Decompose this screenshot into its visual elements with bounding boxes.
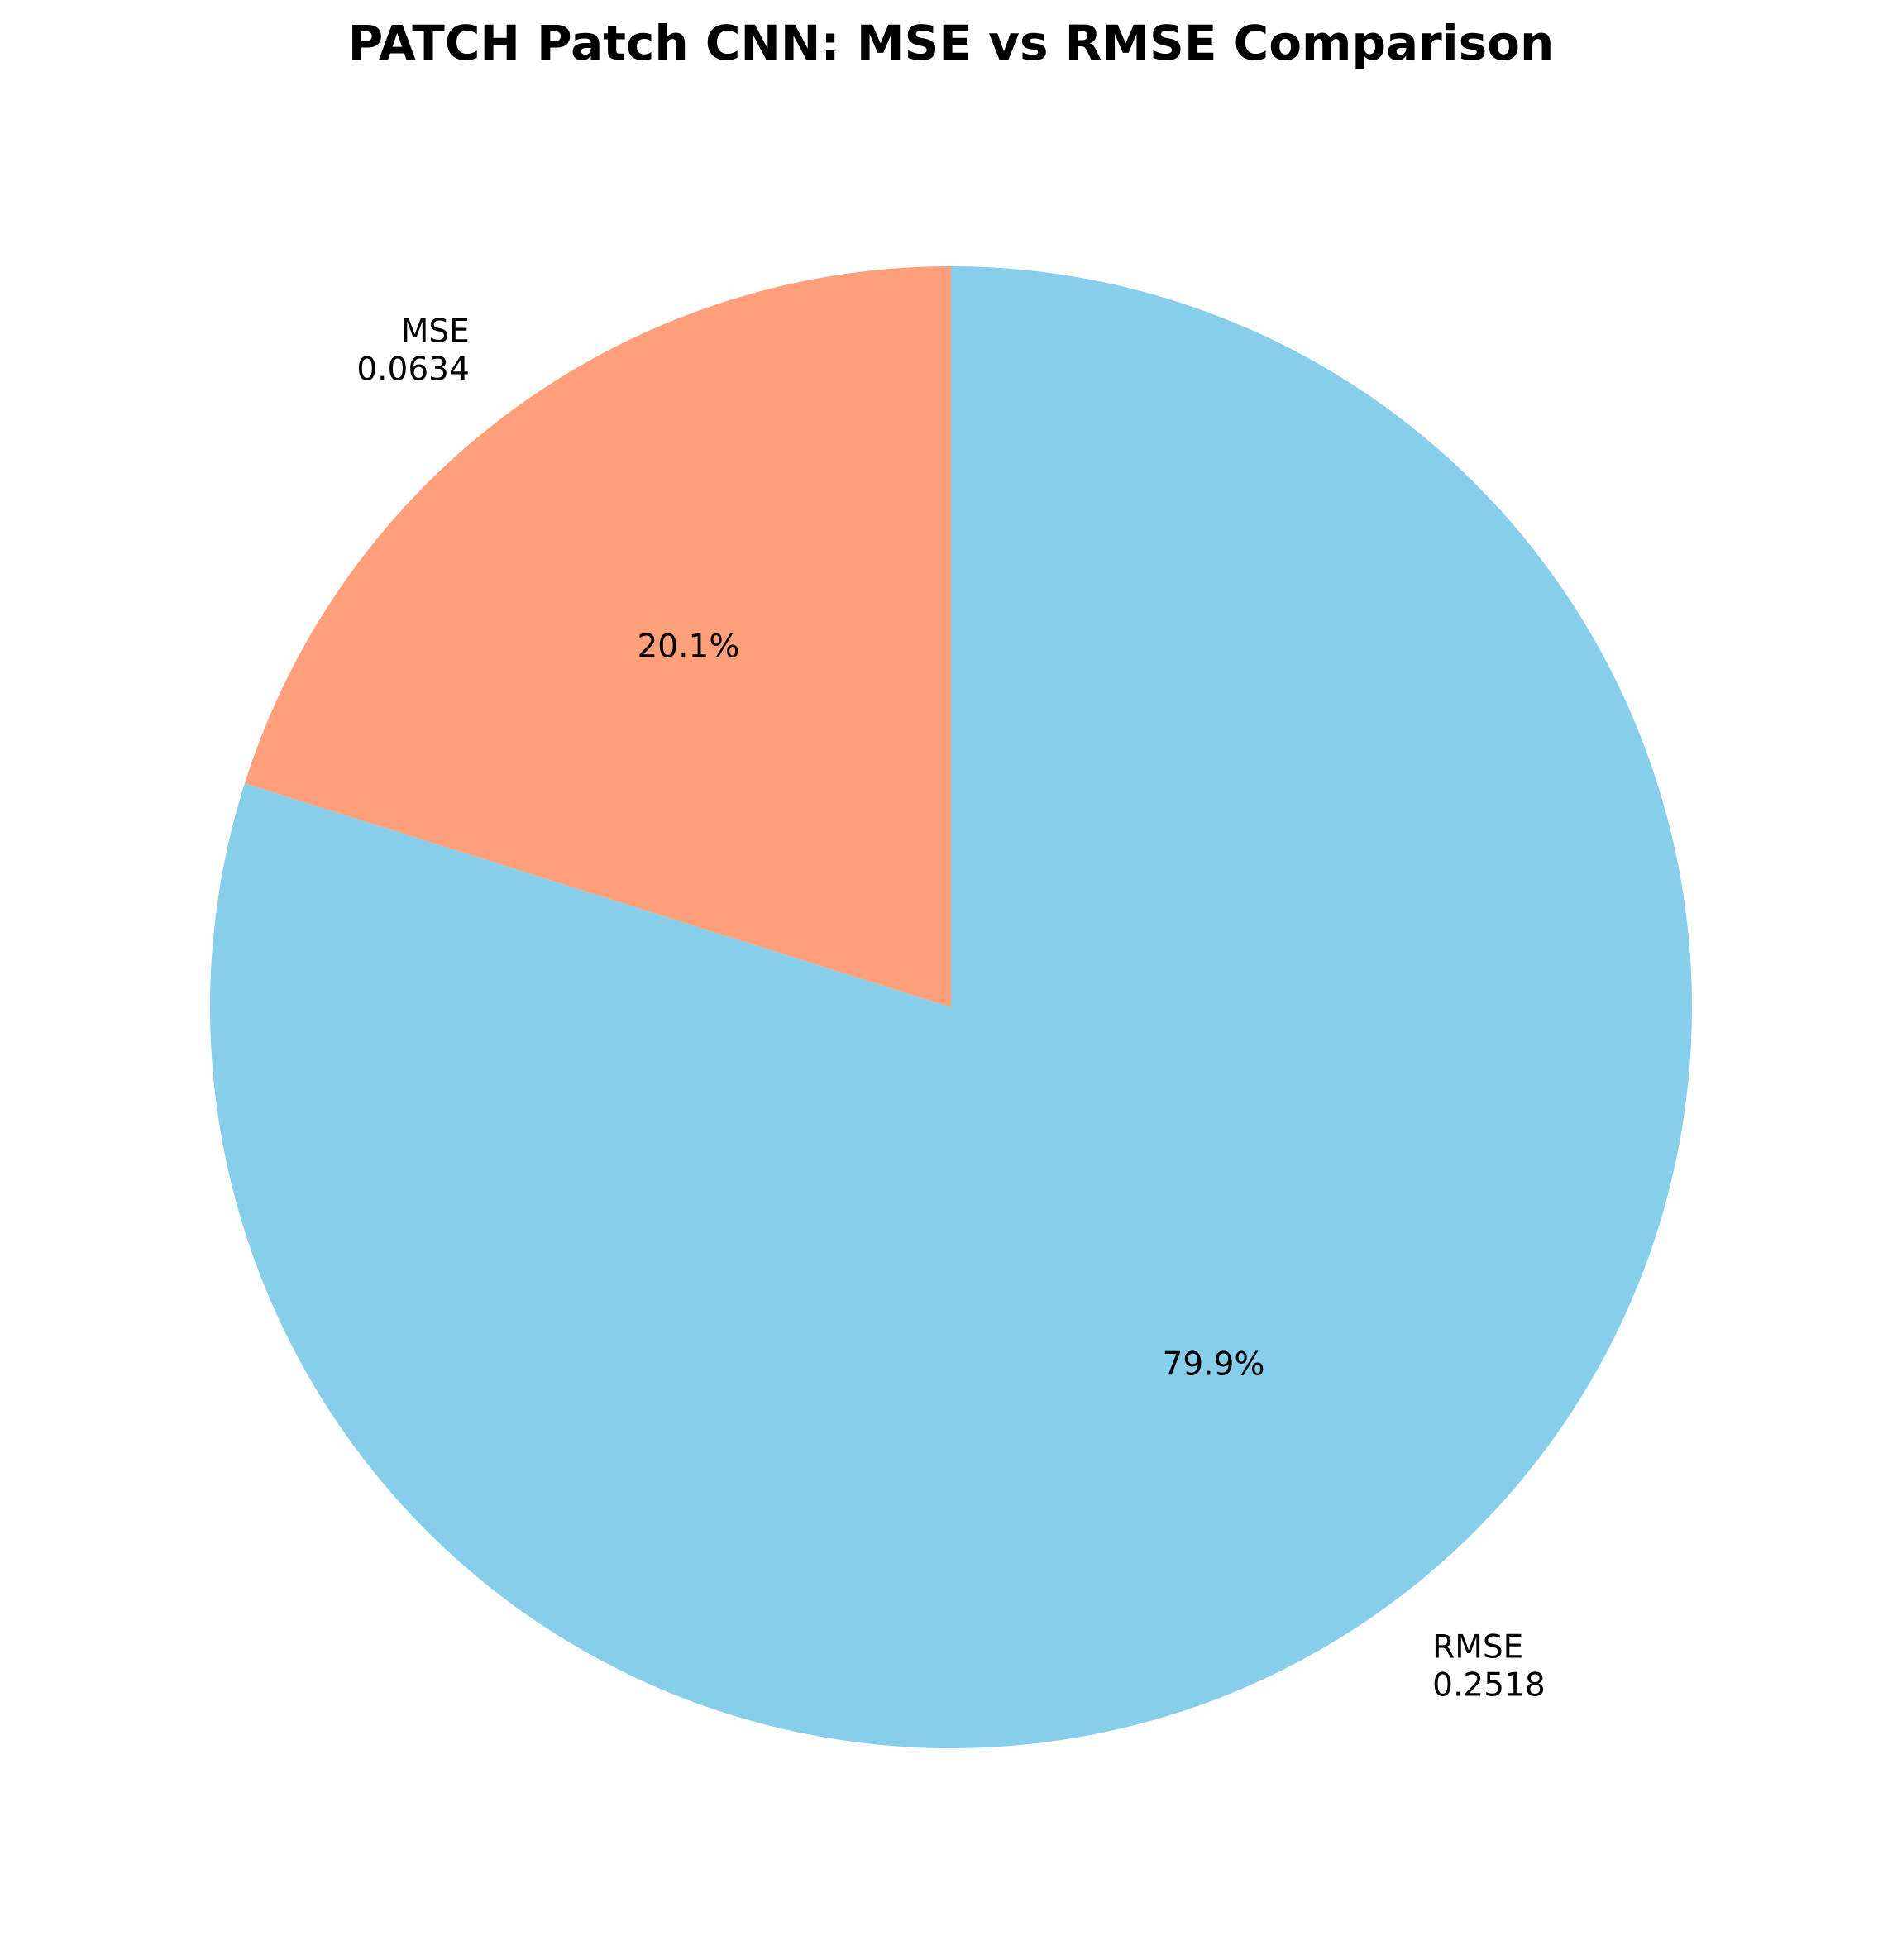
pie-slice-label-rmse: RMSE 0.2518 [1432, 1628, 1545, 1704]
pie-slice-mse [244, 266, 951, 1007]
pie-slice-rmse [209, 266, 1692, 1748]
pie-percent-label-mse: 20.1% [637, 629, 739, 666]
pie-labels: 20.1% MSE 0.0634 79.9% RMSE 0.2518 [356, 313, 1545, 1704]
pie-slice-label-mse: MSE 0.0634 [356, 313, 469, 389]
pie-percent-label-rmse: 79.9% [1163, 1346, 1265, 1383]
pie-slices [209, 266, 1692, 1748]
chart-title: PATCH Patch CNN: MSE vs RMSE Comparison [348, 15, 1555, 71]
